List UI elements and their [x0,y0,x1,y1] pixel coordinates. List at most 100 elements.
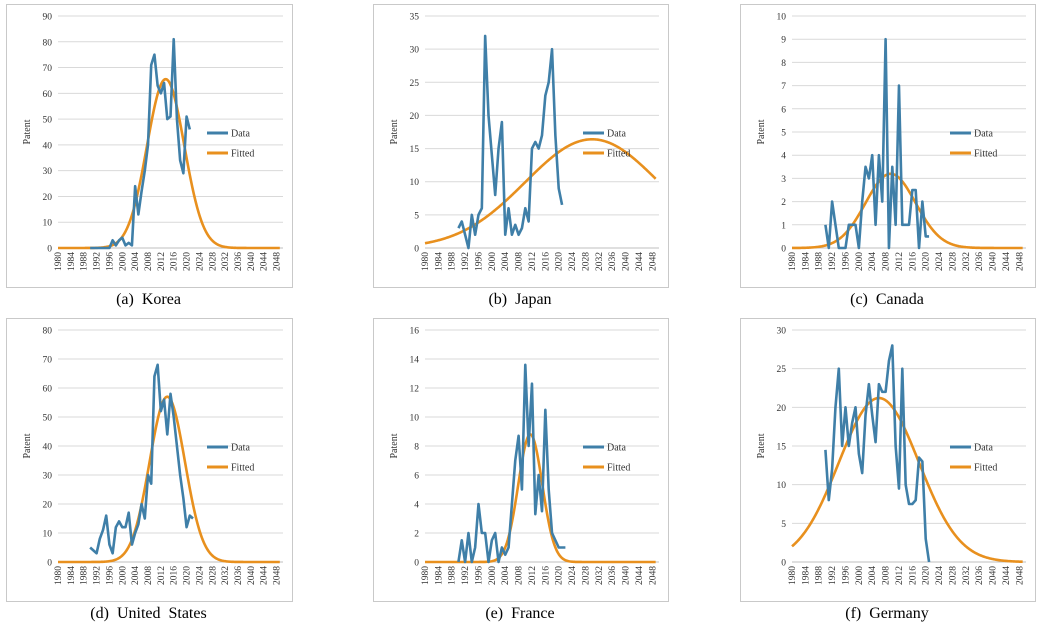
y-tick-label: 0 [414,245,419,255]
chart-panel-germany: 0 5 10 15 20 25 30 1980 1984 1988 1992 1996 2000 2004… [740,318,1036,627]
x-tick-label: 2048 [1015,252,1025,271]
x-tick-label: 2024 [935,566,945,585]
x-tick-label: 2016 [170,252,180,271]
x-tick-label: 2008 [882,252,892,271]
x-tick-label: 2040 [989,252,999,271]
x-tick-label: 2024 [195,252,205,271]
x-tick-label: 2004 [131,252,141,271]
legend-label-fitted: Fitted [231,149,254,160]
x-tick-label: 2004 [868,252,878,271]
x-tick-label: 2008 [515,566,525,585]
x-tick-label: 1992 [828,252,838,271]
y-tick-label: 30 [43,472,53,482]
x-tick-label: 1992 [461,252,471,271]
x-tick-label: 2032 [595,566,605,585]
x-tick-label: 1984 [434,566,444,585]
x-tick-label: 2000 [488,566,498,585]
x-tick-label: 2032 [221,252,231,271]
y-tick-label: 30 [43,167,53,177]
y-tick-label: 8 [781,59,786,69]
data-series-line [457,363,566,564]
x-tick-label: 2000 [855,252,865,271]
y-tick-label: 20 [43,501,53,511]
chart-panel-japan: 0 5 10 15 20 25 30 35 1980 1984 1988 1992 1996 2000 20… [373,4,669,313]
chart-caption: (a) Korea [116,291,181,308]
x-tick-label: 2020 [183,252,193,271]
x-tick-label: 2000 [488,252,498,271]
x-tick-label: 1988 [80,252,90,271]
x-tick-label: 2036 [975,252,985,271]
x-tick-label: 2016 [170,566,180,585]
x-tick-label: 1980 [421,252,431,271]
x-tick-label: 2024 [568,566,578,585]
x-tick-label: 2028 [581,252,591,271]
x-tick-label: 2012 [895,566,905,585]
y-tick-label: 90 [43,13,53,23]
y-tick-label: 3 [781,175,786,185]
x-tick-label: 1992 [828,566,838,585]
x-tick-label: 2048 [273,566,283,585]
y-axis-label: Patent [22,119,33,144]
y-tick-label: 0 [414,559,419,569]
y-tick-label: 2 [414,530,419,540]
y-tick-label: 60 [43,385,53,395]
x-tick-label: 1988 [80,566,90,585]
x-tick-label: 1984 [801,566,811,585]
fitted-series-line [424,433,657,564]
x-tick-label: 1988 [815,252,825,271]
x-tick-label: 2020 [183,566,193,585]
fitted-series-line [791,172,1024,250]
y-tick-label: 0 [47,559,52,569]
chart-svg: 0 5 10 15 20 25 30 1980 1984 1988 1992 1996 2000 2004… [756,327,1026,585]
legend-label-fitted: Fitted [607,149,630,160]
x-tick-label: 2044 [635,252,645,271]
y-tick-label: 4 [781,152,786,162]
y-tick-label: 6 [781,105,786,115]
x-tick-label: 2040 [622,252,632,271]
y-tick-label: 15 [410,145,420,155]
x-tick-label: 2040 [989,566,999,585]
y-tick-label: 20 [410,112,420,122]
y-tick-label: 10 [777,481,787,491]
x-tick-label: 2012 [528,252,538,271]
legend-label-data: Data [974,129,993,140]
x-tick-label: 1988 [448,566,458,585]
x-tick-label: 1984 [67,252,77,271]
x-tick-label: 1996 [841,566,851,585]
x-tick-label: 2028 [948,566,958,585]
y-tick-label: 10 [43,530,53,540]
x-tick-label: 2028 [948,252,958,271]
x-tick-label: 1992 [461,566,471,585]
x-tick-label: 1980 [788,566,798,585]
x-tick-label: 2012 [157,566,167,585]
y-tick-label: 0 [47,245,52,255]
y-tick-label: 7 [781,82,786,92]
x-tick-label: 2008 [882,566,892,585]
x-tick-label: 2044 [260,566,270,585]
chart-panel-united-states: 0 10 20 30 40 50 60 70 80 1980 1984 1988 1992 1996 200… [6,318,293,627]
y-tick-label: 40 [43,141,53,151]
y-tick-label: 80 [43,327,53,337]
chart-caption: (c) Canada [850,291,924,308]
legend-label-fitted: Fitted [974,463,997,474]
y-tick-label: 4 [414,501,419,511]
x-tick-label: 2024 [195,566,205,585]
legend-label-fitted: Fitted [231,463,254,474]
y-tick-label: 12 [410,385,420,395]
x-tick-label: 2012 [895,252,905,271]
chart-frame [373,4,669,288]
y-tick-label: 10 [43,219,53,229]
x-tick-label: 1980 [788,252,798,271]
y-tick-label: 60 [43,90,53,100]
legend-label-fitted: Fitted [974,149,997,160]
y-tick-label: 80 [43,38,53,48]
y-tick-label: 25 [410,79,420,89]
x-tick-label: 2008 [144,566,154,585]
x-tick-label: 1992 [93,566,103,585]
y-tick-label: 5 [781,520,786,530]
x-tick-label: 2036 [975,566,985,585]
y-tick-label: 10 [410,178,420,188]
x-tick-label: 1996 [105,566,115,585]
